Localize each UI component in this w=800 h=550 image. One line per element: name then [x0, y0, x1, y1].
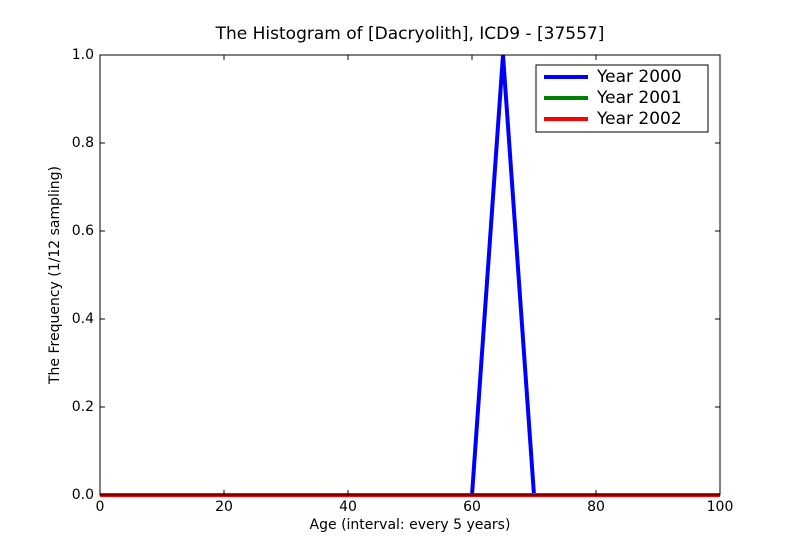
y-tick-label: 0.4 — [72, 311, 94, 327]
legend-label: Year 2001 — [596, 88, 682, 108]
x-tick-label: 100 — [707, 499, 734, 515]
chart-title: The Histogram of [Dacryolith], ICD9 - [3… — [215, 24, 605, 44]
y-tick-label: 0.8 — [72, 135, 94, 151]
y-tick-label: 0.6 — [72, 223, 94, 239]
y-tick-label: 0.2 — [72, 399, 94, 415]
legend-label: Year 2002 — [596, 109, 682, 129]
y-axis-label: The Frequency (1/12 sampling) — [47, 166, 63, 385]
x-tick-label: 0 — [96, 499, 105, 515]
y-tick-label: 1.0 — [72, 47, 94, 63]
plot-frame — [99, 54, 721, 496]
x-tick-label: 80 — [587, 499, 605, 515]
legend-label: Year 2000 — [596, 67, 682, 87]
x-tick-label: 60 — [463, 499, 481, 515]
x-tick-label: 40 — [339, 499, 357, 515]
y-tick-label: 0.0 — [72, 487, 94, 503]
x-axis-label: Age (interval: every 5 years) — [310, 517, 511, 533]
x-tick-label: 20 — [215, 499, 233, 515]
